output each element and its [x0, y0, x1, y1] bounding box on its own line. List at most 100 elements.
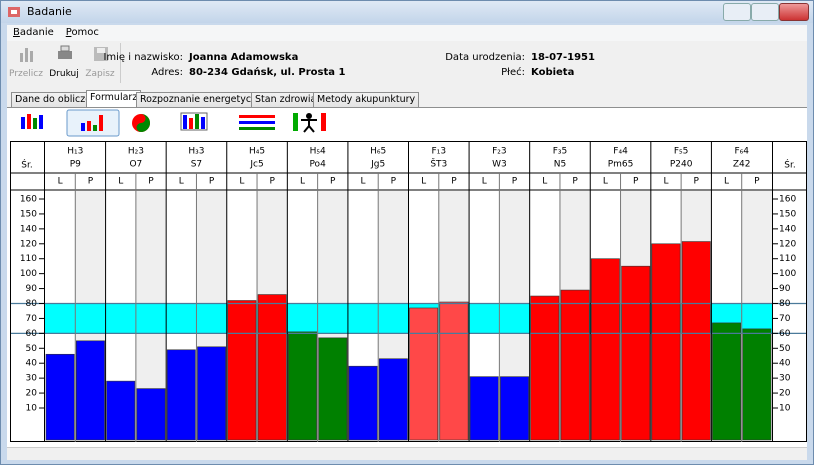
side-label: P: [88, 177, 94, 187]
icon-shape: [189, 118, 193, 129]
view-toolbar: [21, 109, 326, 137]
button-label: Zapisz: [85, 69, 115, 79]
side-label: P: [633, 177, 639, 187]
y-tick-label: 110: [779, 254, 796, 264]
y-tick-label: 120: [779, 239, 796, 249]
side-label: P: [269, 177, 275, 187]
button-label: Przelicz: [9, 69, 43, 79]
tab[interactable]: Stan zdrowia: [251, 92, 321, 107]
side-label: L: [179, 177, 184, 187]
y-tick-label: 50: [26, 344, 38, 354]
tab[interactable]: Metody akupunktury: [313, 92, 420, 107]
icon-shape: [201, 117, 205, 129]
icon-shape: [87, 121, 91, 131]
bar: [166, 349, 196, 441]
bar: [106, 380, 136, 441]
y-tick-label: 70: [26, 314, 38, 324]
bar: [469, 376, 499, 441]
side-label: P: [391, 177, 397, 187]
bar: [136, 388, 166, 441]
icon-shape: [195, 114, 199, 129]
side-label: L: [663, 177, 668, 187]
x-tick-label: Z42: [733, 160, 751, 170]
bar: [227, 300, 257, 441]
title-bar: Badanie: [1, 1, 813, 23]
side-label: P: [694, 177, 700, 187]
y-tick-label: 20: [779, 389, 791, 399]
icon-shape: [20, 53, 23, 62]
group-label: F₂3: [492, 147, 507, 157]
y-tick-label: 30: [26, 374, 38, 384]
y-tick-label: 60: [779, 329, 791, 339]
tab[interactable]: Formularz: [86, 90, 142, 108]
y-tick-label: 80: [26, 299, 38, 309]
side-label: L: [118, 177, 123, 187]
icon-shape: [239, 127, 275, 130]
icon-shape: [33, 118, 37, 129]
close-button[interactable]: [779, 3, 809, 21]
icon-shape: [39, 115, 43, 129]
view-button-active[interactable]: [66, 109, 120, 137]
button-icon: [20, 48, 33, 62]
icon-shape: [293, 113, 298, 131]
y-tick-label: 40: [779, 359, 791, 369]
menu-item[interactable]: Pomoc: [65, 27, 99, 38]
y-tick-label: 150: [779, 209, 796, 219]
field-label: Imię i nazwisko:: [103, 52, 183, 63]
side-label: L: [542, 177, 547, 187]
group-label: F₃5: [553, 147, 568, 157]
icon-shape: [239, 115, 275, 118]
side-label: P: [512, 177, 518, 187]
y-axis-title: Śr.: [784, 159, 795, 171]
side-label: P: [148, 177, 154, 187]
icon-shape: [21, 117, 25, 129]
x-tick-label: Pm65: [608, 160, 634, 170]
icon-shape: [81, 123, 85, 131]
y-tick-label: 80: [779, 299, 791, 309]
y-tick-label: 160: [779, 195, 796, 205]
menu-item[interactable]: Badanie: [13, 27, 54, 38]
toolbar-button[interactable]: Przelicz: [9, 43, 45, 83]
icon-shape: [301, 119, 317, 133]
field-value: Joanna Adamowska: [189, 52, 299, 63]
view-button[interactable]: [21, 114, 43, 129]
toolbar-button[interactable]: Zapisz: [83, 43, 119, 83]
y-tick-label: 100: [779, 269, 796, 279]
field-label: Adres:: [151, 67, 183, 78]
group-label: F₁3: [432, 147, 447, 157]
maximize-button[interactable]: [751, 3, 779, 21]
bar: [712, 322, 742, 441]
y-tick-label: 140: [779, 224, 796, 234]
bar: [530, 295, 560, 441]
bar: [348, 365, 378, 441]
field-label: Data urodzenia:: [445, 52, 525, 63]
group-label: F₄4: [613, 147, 628, 157]
icon-shape: [30, 51, 33, 62]
view-button[interactable]: [239, 115, 275, 130]
x-tick-label: ŠT3: [430, 158, 447, 170]
side-label: P: [330, 177, 336, 187]
bar: [560, 289, 590, 441]
field-value: 80-234 Gdańsk, ul. Prosta 1: [189, 67, 346, 78]
toolbar-button[interactable]: Drukuj: [47, 43, 83, 83]
y-tick-label: 160: [20, 195, 37, 205]
x-tick-label: N5: [554, 160, 566, 170]
minimize-button[interactable]: [723, 3, 751, 21]
bar: [590, 258, 620, 441]
icon-shape: [93, 125, 97, 131]
view-button[interactable]: [293, 113, 326, 133]
bar: [621, 265, 651, 441]
group-label: H₃3: [188, 147, 204, 157]
icon-shape: [306, 113, 312, 119]
view-button[interactable]: [180, 112, 208, 131]
y-tick-label: 140: [20, 224, 37, 234]
group-label: H₅4: [310, 147, 326, 157]
separator: [120, 43, 121, 83]
y-tick-label: 40: [26, 359, 38, 369]
bar: [378, 358, 408, 441]
side-label: L: [58, 177, 63, 187]
app-icon: [8, 7, 20, 17]
x-tick-label: Po4: [309, 160, 326, 170]
